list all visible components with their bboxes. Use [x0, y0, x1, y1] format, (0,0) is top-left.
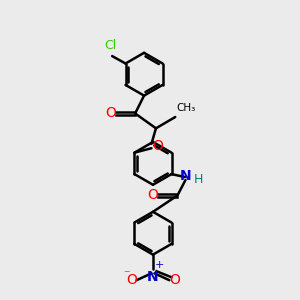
- Text: CH₃: CH₃: [177, 103, 196, 113]
- Text: N: N: [147, 270, 159, 284]
- Text: O: O: [169, 273, 180, 287]
- Text: ⁻: ⁻: [123, 268, 130, 281]
- Text: O: O: [152, 139, 163, 153]
- Text: +: +: [155, 260, 164, 270]
- Text: N: N: [180, 169, 191, 183]
- Text: O: O: [148, 188, 158, 203]
- Text: H: H: [194, 173, 203, 186]
- Text: Cl: Cl: [104, 39, 117, 52]
- Text: O: O: [126, 273, 137, 287]
- Text: O: O: [105, 106, 116, 120]
